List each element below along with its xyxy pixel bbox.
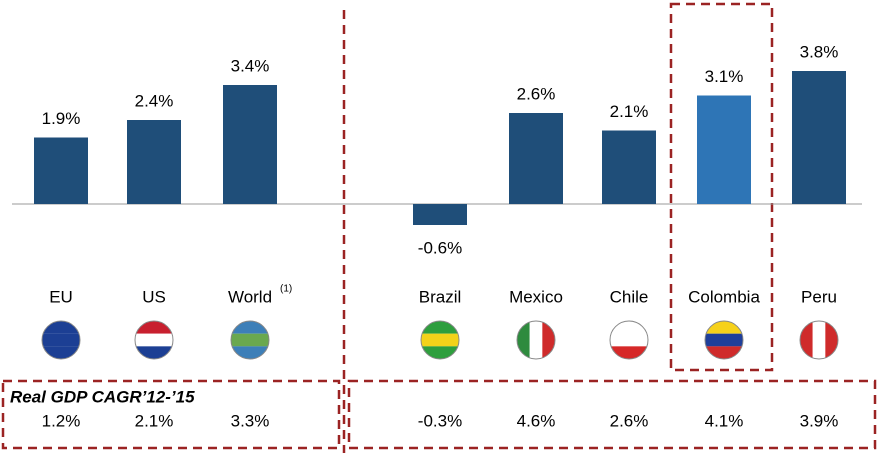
cagr-box-right xyxy=(347,379,877,450)
flag-icon xyxy=(609,320,649,360)
flag-stripe xyxy=(542,321,555,359)
bar xyxy=(602,130,656,204)
cagr-value: -0.3% xyxy=(418,411,462,430)
flag-stripe xyxy=(610,346,648,359)
x-tick-label: Peru xyxy=(801,287,837,306)
x-tick-label: EU xyxy=(49,287,73,306)
data-label: 2.4% xyxy=(135,91,174,110)
flag-rim xyxy=(420,320,460,360)
flag-rim xyxy=(230,320,270,360)
flag-stripe xyxy=(42,346,80,359)
x-tick-label: World xyxy=(228,287,272,306)
footnote-marker: (1) xyxy=(280,284,292,295)
x-tick-label: US xyxy=(142,287,166,306)
bar xyxy=(697,95,751,204)
flag-stripe xyxy=(800,321,813,359)
flag-stripe xyxy=(812,321,826,359)
flag-stripe xyxy=(529,321,543,359)
flag-stripe xyxy=(135,333,173,347)
data-label: 3.1% xyxy=(705,67,744,86)
flag-stripe xyxy=(135,346,173,359)
bar xyxy=(127,120,181,204)
flag-stripe xyxy=(421,321,459,334)
flag-stripe xyxy=(231,333,269,347)
bar xyxy=(509,113,563,204)
data-label: 1.9% xyxy=(42,109,81,128)
x-tick-label: Brazil xyxy=(419,287,462,306)
x-tick-label: Chile xyxy=(610,287,649,306)
flag-stripe xyxy=(231,346,269,359)
data-label: 3.4% xyxy=(231,56,270,75)
flag-icon xyxy=(420,320,460,360)
cagr-value: 4.6% xyxy=(517,411,556,430)
flag-stripe xyxy=(825,321,838,359)
flag-stripe xyxy=(610,321,648,334)
data-label: 3.8% xyxy=(800,42,839,61)
flag-icon xyxy=(230,320,270,360)
flag-stripe xyxy=(42,333,80,347)
cagr-value: 2.6% xyxy=(610,411,649,430)
data-label: -0.6% xyxy=(418,238,462,257)
flag-rim xyxy=(609,320,649,360)
bar xyxy=(223,85,277,204)
flag-rim xyxy=(704,320,744,360)
flag-stripe xyxy=(421,333,459,347)
cagr-value: 3.3% xyxy=(231,411,270,430)
bar xyxy=(792,71,846,204)
bar xyxy=(413,204,467,225)
flag-rim xyxy=(134,320,174,360)
x-tick-label: Colombia xyxy=(688,287,760,306)
cagr-value: 1.2% xyxy=(42,411,81,430)
x-tick-label: Mexico xyxy=(509,287,563,306)
flag-stripe xyxy=(610,333,648,347)
flag-stripe xyxy=(42,321,80,334)
flag-stripe xyxy=(421,346,459,359)
flag-rim xyxy=(799,320,839,360)
cagr-value: 4.1% xyxy=(705,411,744,430)
data-label: 2.1% xyxy=(610,102,649,121)
flag-stripe xyxy=(705,333,743,347)
flag-stripe xyxy=(705,321,743,334)
cagr-value: 2.1% xyxy=(135,411,174,430)
highlight-box xyxy=(669,2,774,372)
flag-stripe xyxy=(517,321,530,359)
flag-icon xyxy=(704,320,744,360)
flag-icon xyxy=(516,320,556,360)
cagr-value: 3.9% xyxy=(800,411,839,430)
flag-stripe xyxy=(135,321,173,334)
flag-icon xyxy=(134,320,174,360)
flag-rim xyxy=(41,320,81,360)
flag-rim xyxy=(516,320,556,360)
flag-icon xyxy=(41,320,81,360)
cagr-title: Real GDP CAGR’12-’15 xyxy=(10,387,195,406)
flag-icon xyxy=(799,320,839,360)
flag-stripe xyxy=(231,321,269,334)
data-label: 2.6% xyxy=(517,84,556,103)
flag-stripe xyxy=(705,346,743,359)
bar xyxy=(34,137,88,204)
cagr-box-left xyxy=(1,379,341,450)
